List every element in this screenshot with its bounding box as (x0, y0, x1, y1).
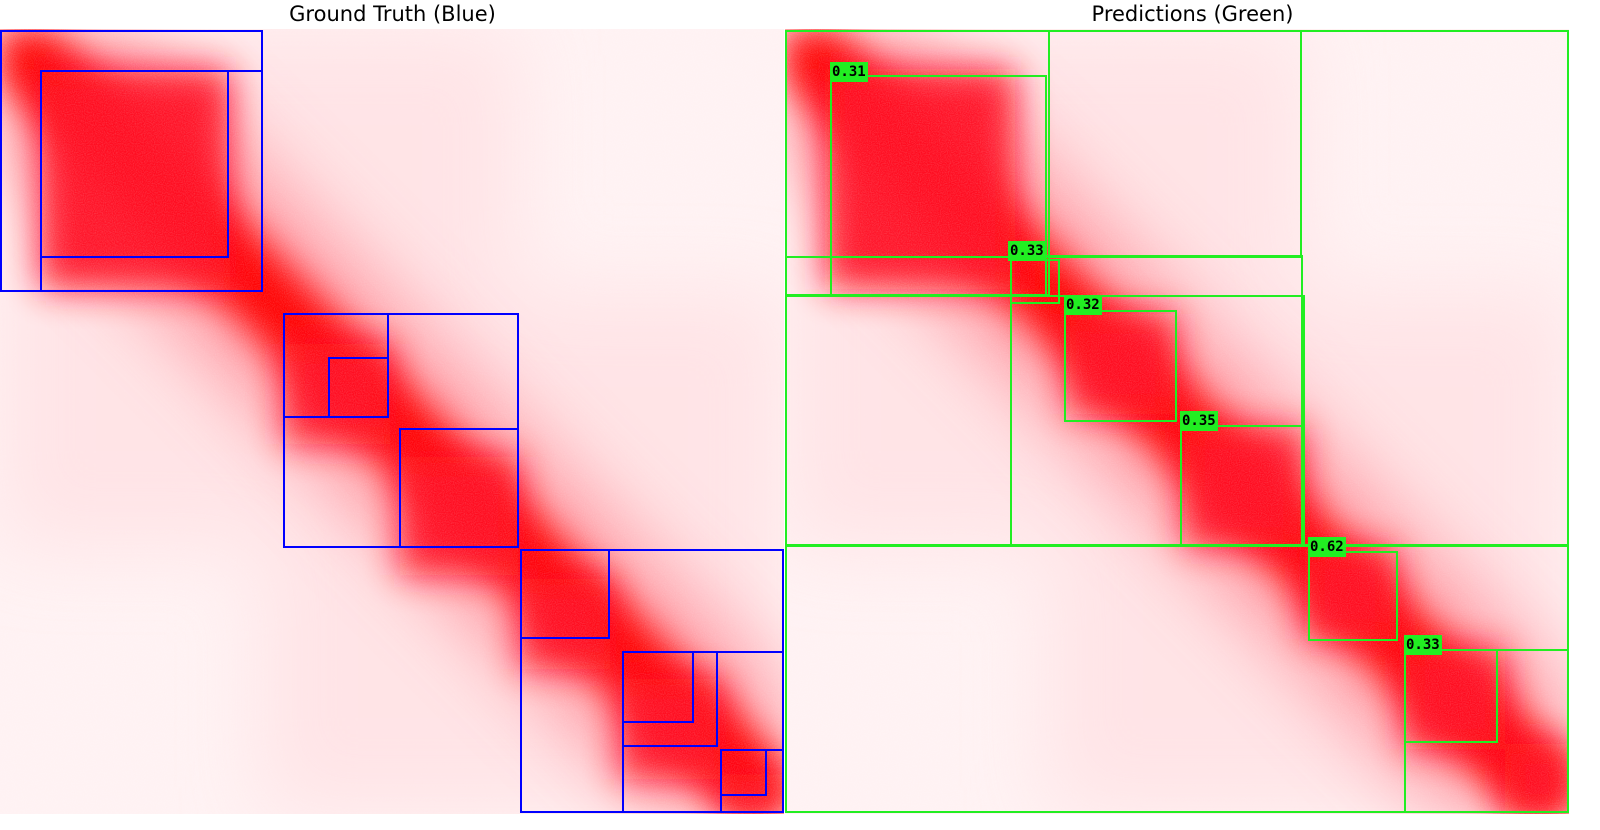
predictions-heatmap: 0.31 0.33 0.32 0.35 0.62 0.33 (785, 29, 1569, 814)
ground-truth-box (399, 428, 519, 548)
prediction-score-label: 0.33 (1404, 635, 1442, 655)
prediction-box (1180, 425, 1305, 547)
prediction-box (1064, 310, 1177, 422)
prediction-score-label: 0.62 (1308, 537, 1346, 557)
prediction-score-label: 0.35 (1180, 411, 1218, 431)
ground-truth-title: Ground Truth (Blue) (289, 2, 496, 26)
prediction-score-label: 0.32 (1064, 295, 1102, 315)
ground-truth-box (328, 357, 389, 418)
ground-truth-heatmap (0, 29, 784, 814)
prediction-box (1308, 551, 1398, 641)
prediction-score-label: 0.31 (830, 62, 868, 82)
ground-truth-box (622, 651, 694, 723)
contact-map-image (0, 29, 784, 814)
prediction-score-label: 0.33 (1008, 241, 1046, 261)
contact-map-image (785, 29, 1569, 814)
ground-truth-box (40, 70, 229, 258)
prediction-box (1010, 259, 1050, 296)
prediction-box (1404, 649, 1498, 743)
ground-truth-box (520, 549, 610, 639)
ground-truth-box (720, 749, 767, 796)
predictions-title: Predictions (Green) (1091, 2, 1294, 26)
